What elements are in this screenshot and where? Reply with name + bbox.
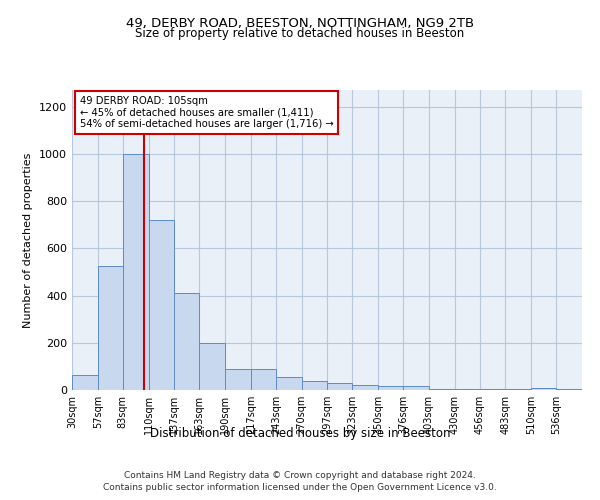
Bar	[276, 377, 302, 390]
Text: Contains HM Land Registry data © Crown copyright and database right 2024.: Contains HM Land Registry data © Crown c…	[124, 471, 476, 480]
Bar	[302, 381, 328, 390]
Bar	[251, 369, 276, 390]
Bar	[175, 293, 199, 390]
Bar	[123, 154, 149, 390]
Text: Distribution of detached houses by size in Beeston: Distribution of detached houses by size …	[150, 428, 450, 440]
Bar	[479, 389, 505, 390]
Bar	[556, 389, 582, 390]
Bar	[328, 383, 352, 390]
Bar	[505, 389, 531, 390]
Bar	[98, 266, 123, 390]
Y-axis label: Number of detached properties: Number of detached properties	[23, 152, 34, 328]
Bar	[403, 386, 429, 390]
Bar	[352, 386, 378, 390]
Bar	[199, 343, 225, 390]
Bar	[72, 374, 98, 390]
Bar	[429, 389, 455, 390]
Bar	[455, 389, 479, 390]
Bar	[531, 388, 556, 390]
Bar	[149, 220, 175, 390]
Text: 49 DERBY ROAD: 105sqm
← 45% of detached houses are smaller (1,411)
54% of semi-d: 49 DERBY ROAD: 105sqm ← 45% of detached …	[80, 96, 334, 129]
Text: Size of property relative to detached houses in Beeston: Size of property relative to detached ho…	[136, 28, 464, 40]
Bar	[378, 386, 403, 390]
Text: 49, DERBY ROAD, BEESTON, NOTTINGHAM, NG9 2TB: 49, DERBY ROAD, BEESTON, NOTTINGHAM, NG9…	[126, 18, 474, 30]
Bar	[225, 368, 251, 390]
Text: Contains public sector information licensed under the Open Government Licence v3: Contains public sector information licen…	[103, 484, 497, 492]
